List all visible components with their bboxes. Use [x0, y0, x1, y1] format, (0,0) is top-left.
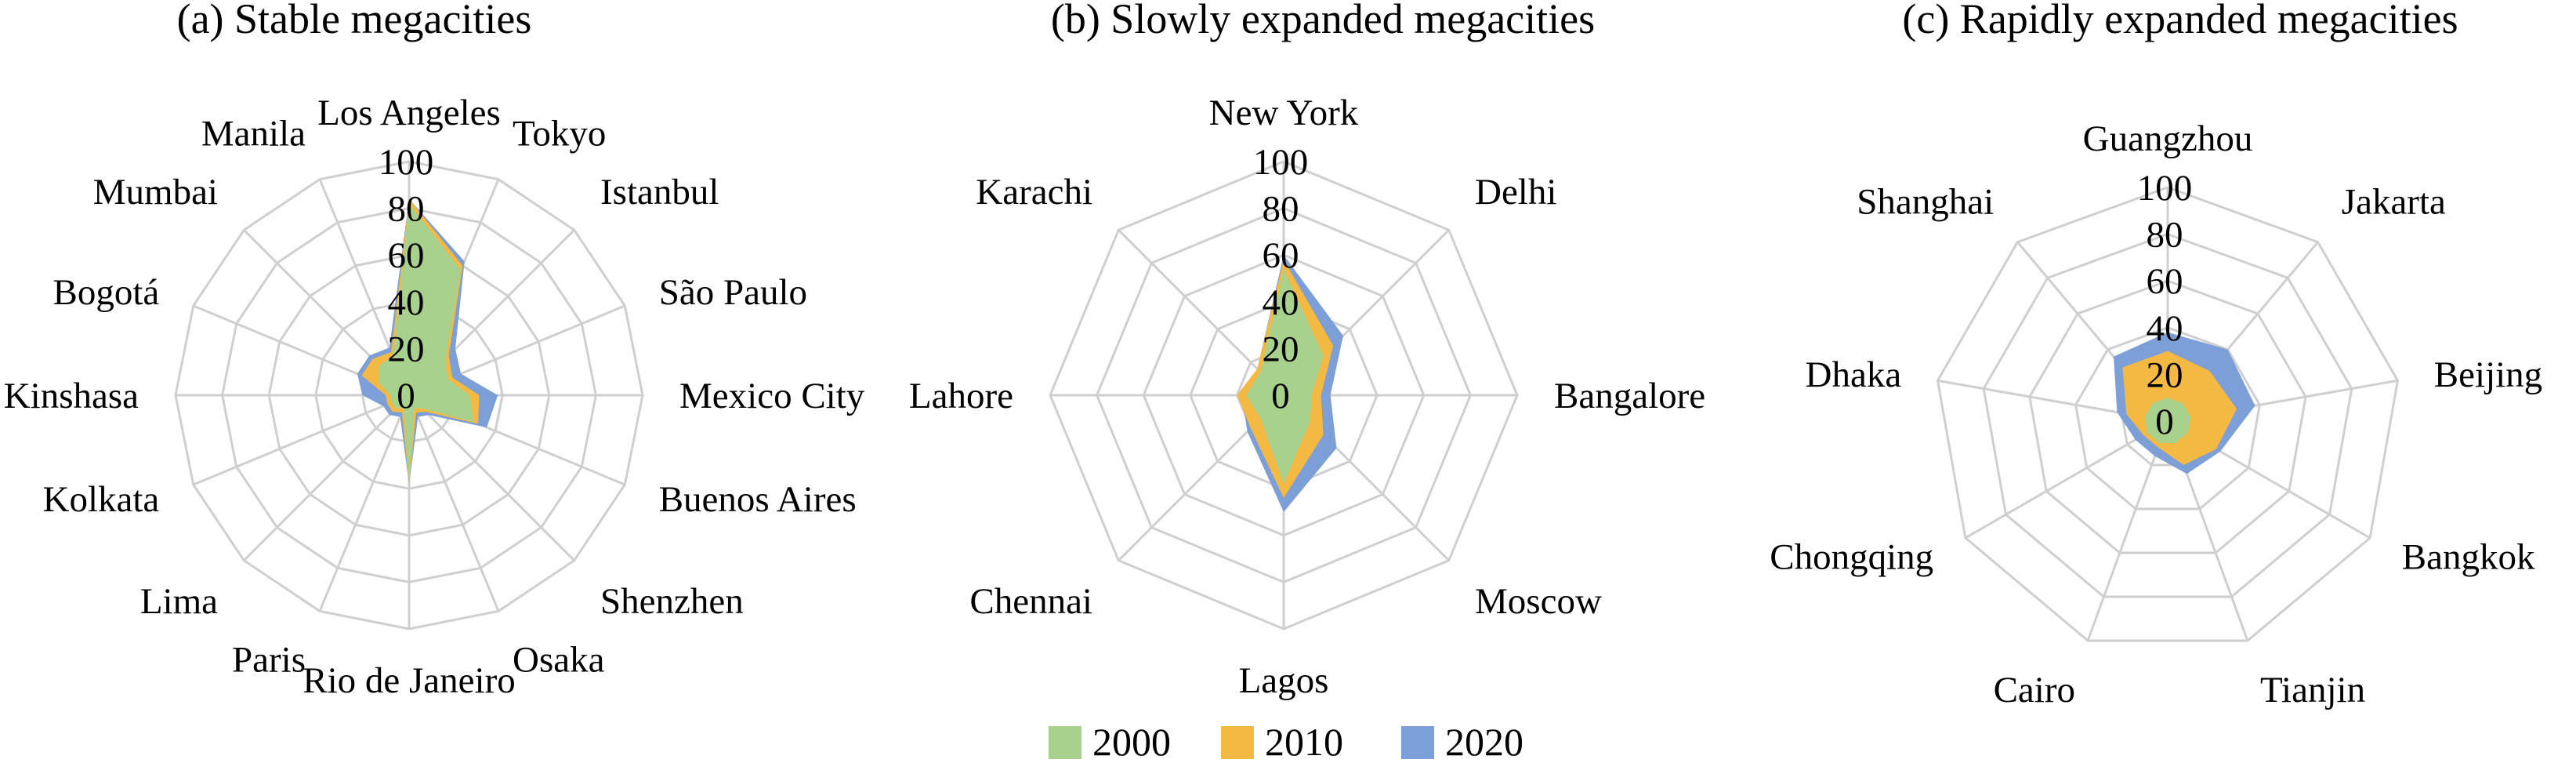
series-area-2000 — [2144, 398, 2191, 443]
grid-ring — [1936, 186, 2400, 642]
grid-ring — [2028, 279, 2307, 554]
tick-label: 20 — [2147, 354, 2183, 395]
category-label-shanghai: Shanghai — [1857, 182, 1994, 223]
radar-panel-2: (b) Slowly expanded megacities 0 20 40 60 80 1… — [909, 0, 1705, 701]
tick-label: 60 — [388, 235, 425, 276]
category-label-chongqing: Chongqing — [1770, 537, 1933, 578]
grid-spoke — [1965, 420, 2168, 540]
grid-spoke — [1118, 229, 1285, 397]
category-label-bangkok: Bangkok — [2402, 537, 2535, 578]
category-label-bangalore: Bangalore — [1554, 376, 1705, 416]
category-label-new-york: New York — [1209, 93, 1359, 133]
tick-label: 40 — [2147, 308, 2183, 349]
legend-swatch — [1401, 726, 1434, 759]
grid-spoke — [243, 394, 411, 561]
category-label-cairo: Cairo — [1994, 670, 2075, 710]
grid-ring — [2074, 326, 2261, 510]
category-label-dhaka: Dhaka — [1806, 354, 1902, 395]
series-areas — [357, 198, 498, 485]
category-label-tokyo: Tokyo — [513, 113, 606, 154]
legend-label: 2010 — [1265, 720, 1343, 763]
panel-title: (b) Slowly expanded megacities — [1051, 0, 1595, 42]
series-area-2000 — [379, 203, 474, 485]
category-label-bogota: Bogotá — [53, 272, 160, 313]
category-label-buenos-aires: Buenos Aires — [659, 479, 857, 520]
tick-label: 80 — [1263, 189, 1299, 230]
category-label-lagos: Lagos — [1239, 660, 1329, 701]
category-label-paris: Paris — [232, 640, 306, 681]
category-label-osaka: Osaka — [513, 640, 605, 681]
radar-panel-3: (c) Rapidly expanded megacities 0 20 40 60 80… — [1770, 0, 2542, 710]
legend-item-2020: 2020 — [1401, 720, 1523, 763]
legend-label: 2020 — [1445, 720, 1523, 763]
tick-label: 100 — [379, 142, 434, 183]
category-label-delhi: Delhi — [1475, 172, 1556, 213]
category-label-tianjin: Tianjin — [2260, 670, 2365, 710]
series-area-2000 — [1246, 269, 1324, 485]
category-label-karachi: Karachi — [976, 172, 1092, 213]
tick-label: 20 — [1263, 329, 1299, 369]
tick-label: 80 — [388, 189, 425, 230]
tick-label: 80 — [2147, 215, 2183, 256]
tick-label: 0 — [397, 376, 415, 416]
category-label-kinshasa: Kinshasa — [4, 376, 139, 416]
series-areas — [2114, 332, 2255, 474]
category-labels: New York Delhi Bangalore Moscow Lagos Chennai… — [909, 93, 1705, 701]
category-label-rio-de-janeiro: Rio de Janeiro — [303, 660, 516, 701]
tick-label: 100 — [2137, 168, 2193, 209]
legend-item-2010: 2010 — [1221, 720, 1343, 763]
tick-label: 0 — [1271, 376, 1290, 416]
tick-label: 60 — [1263, 235, 1299, 276]
tick-label: 60 — [2147, 261, 2183, 302]
radial-ticks: 0 20 40 60 80 100 — [2137, 168, 2193, 442]
category-labels: Los Angeles Tokyo Istanbul São Paulo Mexico … — [4, 93, 865, 701]
legend-swatch — [1049, 726, 1081, 759]
category-label-mumbai: Mumbai — [93, 172, 218, 213]
tick-label: 40 — [1263, 282, 1299, 323]
category-label-mexico-city: Mexico City — [679, 376, 865, 416]
panel-title: (a) Stable megacities — [177, 0, 532, 42]
category-label-lima: Lima — [140, 581, 218, 622]
category-label-guangzhou: Guangzhou — [2083, 118, 2253, 159]
series-areas — [1237, 255, 1343, 512]
category-label-kolkata: Kolkata — [43, 479, 160, 520]
legend-label: 2000 — [1092, 720, 1171, 763]
tick-label: 100 — [1253, 142, 1309, 183]
category-label-shenzhen: Shenzhen — [600, 581, 744, 622]
grid-spoke — [193, 394, 410, 486]
tick-label: 20 — [388, 329, 425, 369]
legend: 2000 2010 2020 — [1049, 720, 1523, 763]
radial-ticks: 0 20 40 60 80 100 — [379, 142, 434, 416]
category-label-lahore: Lahore — [909, 376, 1013, 416]
legend-item-2000: 2000 — [1049, 720, 1171, 763]
category-label-sao-paulo: São Paulo — [659, 272, 807, 313]
grid-spoke — [318, 394, 411, 612]
radial-ticks: 0 20 40 60 80 100 — [1253, 142, 1309, 416]
category-label-chennai: Chennai — [969, 581, 1092, 622]
category-label-beijing: Beijing — [2434, 354, 2542, 395]
tick-label: 0 — [2155, 401, 2174, 442]
grid-spoke — [2086, 420, 2169, 641]
grid-spoke — [408, 394, 575, 561]
legend-swatch — [1221, 726, 1254, 759]
category-label-manila: Manila — [201, 113, 306, 154]
category-label-jakarta: Jakarta — [2342, 182, 2446, 223]
grid-ring — [1982, 233, 2353, 598]
panel-title: (c) Rapidly expanded megacities — [1902, 0, 2458, 42]
category-label-los-angeles: Los Angeles — [317, 93, 501, 133]
tick-label: 40 — [388, 282, 425, 323]
category-label-moscow: Moscow — [1475, 581, 1602, 622]
grid-spoke — [408, 394, 500, 612]
category-label-istanbul: Istanbul — [600, 172, 719, 213]
category-labels: Guangzhou Jakarta Beijing Bangkok Tianjin Cai… — [1770, 118, 2542, 710]
